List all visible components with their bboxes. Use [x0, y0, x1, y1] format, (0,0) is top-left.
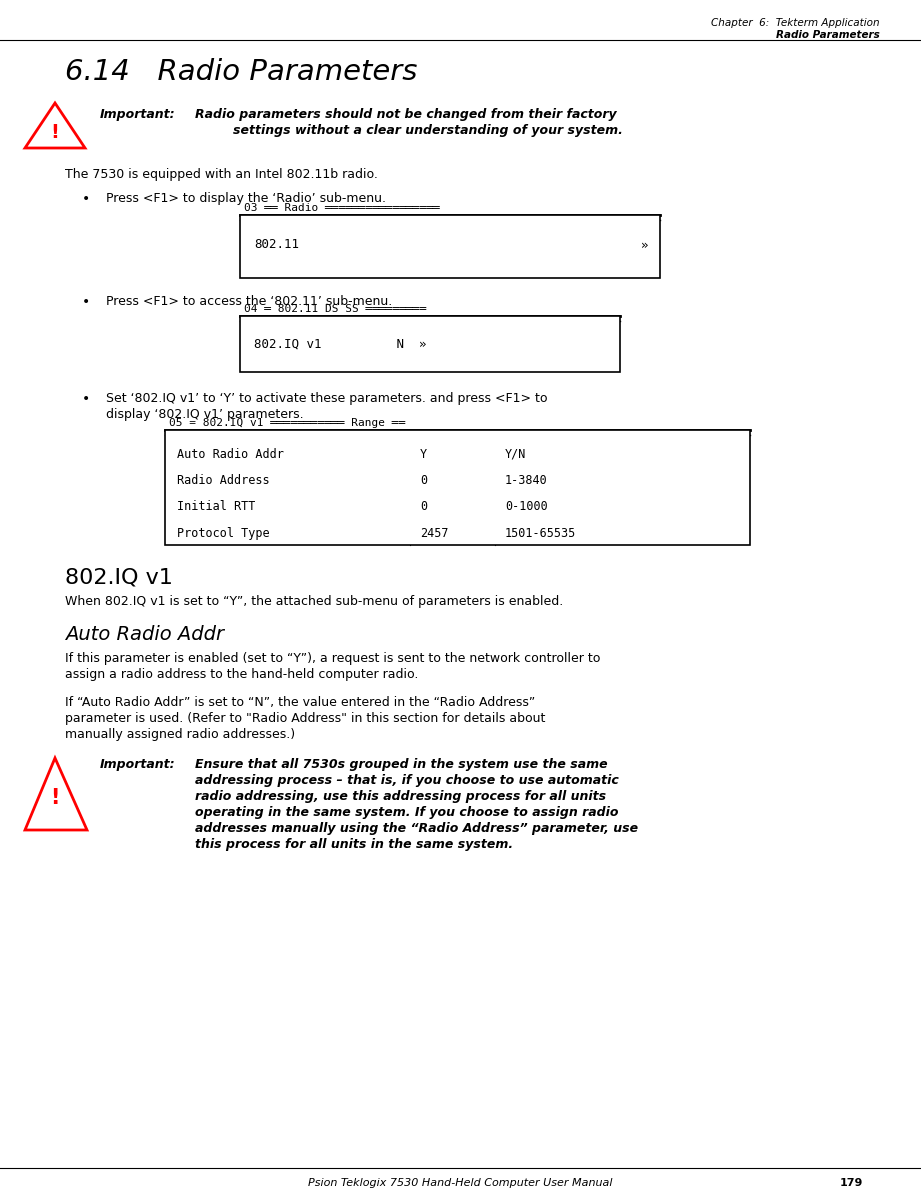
Text: •: • — [82, 391, 90, 406]
Text: Radio Parameters: Radio Parameters — [776, 30, 880, 40]
Text: Important:: Important: — [100, 108, 176, 121]
Text: manually assigned radio addresses.): manually assigned radio addresses.) — [65, 728, 295, 741]
Text: settings without a clear understanding of your system.: settings without a clear understanding o… — [233, 124, 623, 136]
Text: display ‘802.IQ v1’ parameters.: display ‘802.IQ v1’ parameters. — [106, 408, 304, 421]
Text: The 7530 is equipped with an Intel 802.11b radio.: The 7530 is equipped with an Intel 802.1… — [65, 168, 378, 181]
Text: operating in the same system. If you choose to assign radio: operating in the same system. If you cho… — [195, 806, 619, 819]
FancyBboxPatch shape — [240, 316, 620, 372]
Text: 2457: 2457 — [420, 527, 449, 540]
Text: 6.14   Radio Parameters: 6.14 Radio Parameters — [65, 57, 417, 86]
Text: Set ‘802.IQ v1’ to ‘Y’ to activate these parameters. and press <F1> to: Set ‘802.IQ v1’ to ‘Y’ to activate these… — [106, 391, 547, 405]
Text: parameter is used. (Refer to "Radio Address" in this section for details about: parameter is used. (Refer to "Radio Addr… — [65, 712, 545, 725]
Text: Press <F1> to access the ‘802.11’ sub-menu.: Press <F1> to access the ‘802.11’ sub-me… — [106, 294, 392, 308]
Text: Y: Y — [420, 448, 427, 461]
FancyBboxPatch shape — [165, 430, 750, 545]
Text: 802.11: 802.11 — [254, 238, 299, 251]
Text: Auto Radio Addr: Auto Radio Addr — [177, 448, 284, 461]
Text: 04 ═ 802.11 DS SS ═════════: 04 ═ 802.11 DS SS ═════════ — [244, 304, 426, 314]
Text: When 802.IQ v1 is set to “Y”, the attached sub-menu of parameters is enabled.: When 802.IQ v1 is set to “Y”, the attach… — [65, 595, 564, 608]
Text: 03 ══ Radio ═════════════════: 03 ══ Radio ═════════════════ — [244, 203, 439, 213]
Text: assign a radio address to the hand-held computer radio.: assign a radio address to the hand-held … — [65, 668, 418, 681]
Text: Psion Teklogix 7530 Hand-Held Computer User Manual: Psion Teklogix 7530 Hand-Held Computer U… — [308, 1178, 612, 1187]
Text: 05 = 802.IQ v1 ═══════════ Range ══: 05 = 802.IQ v1 ═══════════ Range ══ — [169, 418, 405, 429]
Text: Radio parameters should not be changed from their factory: Radio parameters should not be changed f… — [195, 108, 617, 121]
Text: If “Auto Radio Addr” is set to “N”, the value entered in the “Radio Address”: If “Auto Radio Addr” is set to “N”, the … — [65, 695, 535, 709]
Text: !: ! — [51, 123, 60, 142]
Text: 0: 0 — [420, 500, 427, 514]
Text: 0: 0 — [420, 474, 427, 487]
Text: 1-3840: 1-3840 — [505, 474, 548, 487]
Text: 802.IQ v1: 802.IQ v1 — [65, 569, 173, 588]
Text: this process for all units in the same system.: this process for all units in the same s… — [195, 838, 513, 851]
Text: 0-1000: 0-1000 — [505, 500, 548, 514]
Text: »: » — [640, 238, 648, 251]
Text: Y/N: Y/N — [505, 448, 527, 461]
Text: Ensure that all 7530s grouped in the system use the same: Ensure that all 7530s grouped in the sys… — [195, 758, 608, 771]
Text: •: • — [82, 294, 90, 309]
Text: !: ! — [51, 788, 60, 808]
Text: Press <F1> to display the ‘Radio’ sub-menu.: Press <F1> to display the ‘Radio’ sub-me… — [106, 192, 386, 205]
Text: 1501-65535: 1501-65535 — [505, 527, 577, 540]
Text: Chapter  6:  Tekterm Application: Chapter 6: Tekterm Application — [711, 18, 880, 28]
Text: addresses manually using the “Radio Address” parameter, use: addresses manually using the “Radio Addr… — [195, 822, 638, 836]
Text: 179: 179 — [840, 1178, 863, 1187]
Text: Initial RTT: Initial RTT — [177, 500, 255, 514]
Text: Protocol Type: Protocol Type — [177, 527, 270, 540]
FancyBboxPatch shape — [240, 215, 660, 278]
Text: Important:: Important: — [100, 758, 176, 771]
Text: •: • — [82, 192, 90, 206]
Text: If this parameter is enabled (set to “Y”), a request is sent to the network cont: If this parameter is enabled (set to “Y”… — [65, 652, 600, 666]
Text: Auto Radio Addr: Auto Radio Addr — [65, 625, 224, 644]
Text: Radio Address: Radio Address — [177, 474, 270, 487]
Text: 802.IQ v1          N  »: 802.IQ v1 N » — [254, 338, 426, 351]
Text: addressing process – that is, if you choose to use automatic: addressing process – that is, if you cho… — [195, 774, 619, 786]
Text: radio addressing, use this addressing process for all units: radio addressing, use this addressing pr… — [195, 790, 606, 803]
